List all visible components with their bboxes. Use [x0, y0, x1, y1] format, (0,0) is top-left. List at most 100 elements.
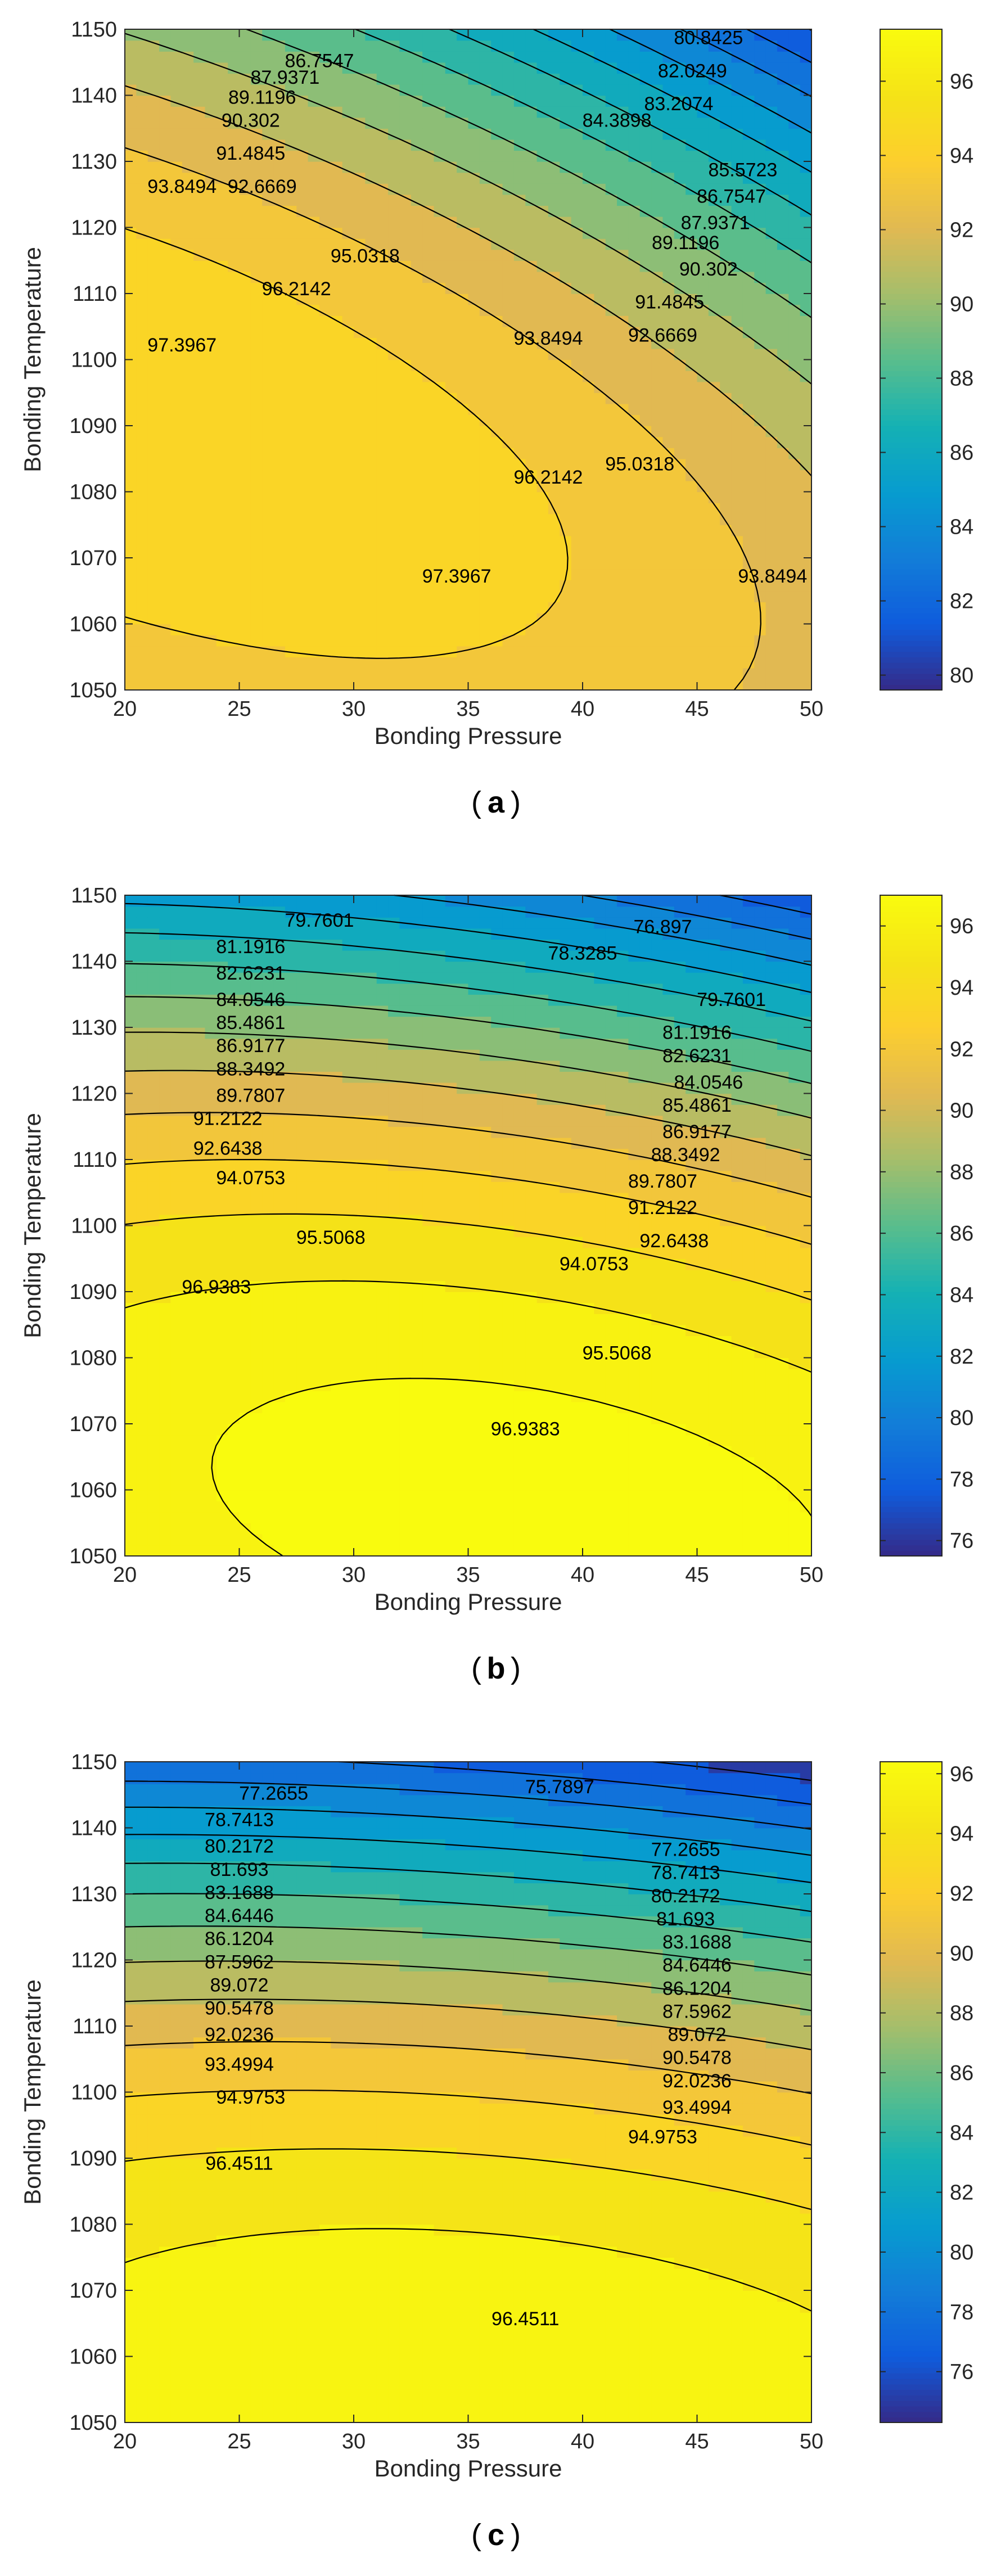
contour-fill-cell: [170, 1401, 183, 1414]
colorbar-segment: [880, 166, 942, 173]
contour-fill-cell: [136, 205, 148, 217]
contour-fill-cell: [388, 315, 400, 327]
contour-fill-cell: [147, 624, 160, 635]
contour-fill-cell: [697, 393, 709, 404]
contour-fill-cell: [651, 635, 664, 647]
colorbar-tick-label: 96: [950, 70, 973, 93]
colorbar-segment: [880, 343, 942, 349]
contour-fill-cell: [308, 590, 320, 603]
contour-fill-cell: [411, 535, 423, 548]
contour-fill-cell: [617, 260, 629, 272]
contour-fill-cell: [536, 624, 549, 635]
contour-fill-cell: [342, 282, 354, 294]
contour-fill-cell: [422, 161, 435, 173]
contour-fill-cell: [216, 238, 228, 250]
contour-fill-cell: [628, 371, 641, 382]
contour-fill-cell: [686, 513, 698, 525]
colorbar-tick-label: 90: [950, 292, 973, 316]
contour-fill-cell: [742, 491, 755, 503]
contour-fill-cell: [376, 172, 389, 184]
contour-fill-cell: [216, 1379, 228, 1391]
contour-fill-cell: [639, 227, 652, 239]
contour-fill-cell: [662, 117, 675, 129]
contour-fill-cell: [468, 635, 480, 647]
contour-fill-cell: [674, 84, 686, 96]
contour-fill-cell: [228, 612, 240, 625]
contour-fill-cell: [147, 51, 160, 63]
contour-fill-cell: [399, 29, 412, 41]
contour-fill-cell: [445, 172, 457, 184]
contour-fill-cell: [273, 29, 286, 41]
contour-fill-cell: [216, 371, 228, 382]
contour-fill-cell: [731, 128, 743, 140]
contour-fill-cell: [365, 580, 377, 592]
contour-fill-cell: [354, 426, 366, 437]
contour-fill-cell: [765, 612, 778, 625]
contour-fill-cell: [193, 1533, 206, 1546]
contour-fill-cell: [319, 646, 331, 657]
contour-fill-cell: [388, 426, 400, 437]
contour-fill-cell: [216, 426, 228, 437]
contour-fill-cell: [662, 667, 675, 680]
contour-fill-cell: [457, 315, 469, 327]
contour-fill-cell: [331, 1148, 343, 1160]
contour-fill-cell: [422, 282, 435, 294]
contour-fill-cell: [239, 348, 251, 360]
contour-fill-cell: [365, 282, 377, 294]
contour-fill-cell: [491, 667, 503, 680]
contour-fill-cell: [239, 612, 251, 625]
contour-fill-cell: [147, 535, 160, 548]
contour-fill-cell: [170, 1324, 183, 1337]
contour-fill-cell: [331, 1324, 343, 1337]
contour-fill-cell: [651, 679, 664, 691]
contour-fill-cell: [560, 513, 572, 525]
contour-fill-cell: [273, 1357, 286, 1369]
contour-fill-cell: [285, 29, 297, 41]
contour-fill-cell: [754, 535, 766, 548]
contour-fill-cell: [457, 359, 469, 371]
contour-fill-cell: [262, 1512, 274, 1523]
contour-fill-cell: [159, 84, 172, 96]
colorbar-segment: [880, 442, 942, 448]
contour-fill-cell: [788, 491, 801, 503]
contour-fill-cell: [159, 271, 172, 283]
contour-fill-cell: [513, 62, 526, 74]
contour-fill-cell: [205, 117, 217, 129]
contour-fill-cell: [457, 40, 469, 52]
contour-fill-cell: [182, 950, 194, 962]
contour-fill-cell: [376, 525, 389, 536]
contour-fill-cell: [686, 503, 698, 515]
colorbar-segment: [880, 299, 942, 305]
contour-fill-cell: [513, 624, 526, 635]
contour-fill-cell: [147, 1413, 160, 1424]
contour-fill-cell: [136, 624, 148, 635]
contour-fill-cell: [399, 679, 412, 691]
contour-fill-cell: [125, 426, 137, 437]
contour-fill-cell: [560, 271, 572, 283]
contour-fill-cell: [273, 260, 286, 272]
contour-fill-cell: [376, 602, 389, 613]
contour-fill-cell: [331, 1434, 343, 1446]
contour-fill-cell: [742, 657, 755, 669]
contour-fill-cell: [125, 1523, 137, 1535]
contour-fill-cell: [147, 1346, 160, 1359]
contour-fill-cell: [125, 1478, 137, 1491]
contour-fill-cell: [639, 590, 652, 603]
contour-fill-cell: [628, 84, 641, 96]
contour-fill-cell: [536, 503, 549, 515]
contour-fill-cell: [605, 29, 617, 41]
contour-fill-cell: [308, 513, 320, 525]
contour-fill-cell: [708, 238, 720, 250]
contour-fill-cell: [285, 84, 297, 96]
contour-fill-cell: [308, 602, 320, 613]
contour-fill-cell: [594, 558, 606, 570]
contour-fill-cell: [205, 1468, 217, 1479]
contour-fill-cell: [285, 983, 297, 995]
contour-fill-cell: [434, 106, 446, 118]
contour-fill-cell: [296, 1214, 309, 1226]
contour-fill-cell: [742, 29, 755, 41]
contour-fill-cell: [525, 227, 538, 239]
contour-fill-cell: [296, 547, 309, 558]
contour-fill-cell: [686, 558, 698, 570]
contour-fill-cell: [765, 480, 778, 493]
